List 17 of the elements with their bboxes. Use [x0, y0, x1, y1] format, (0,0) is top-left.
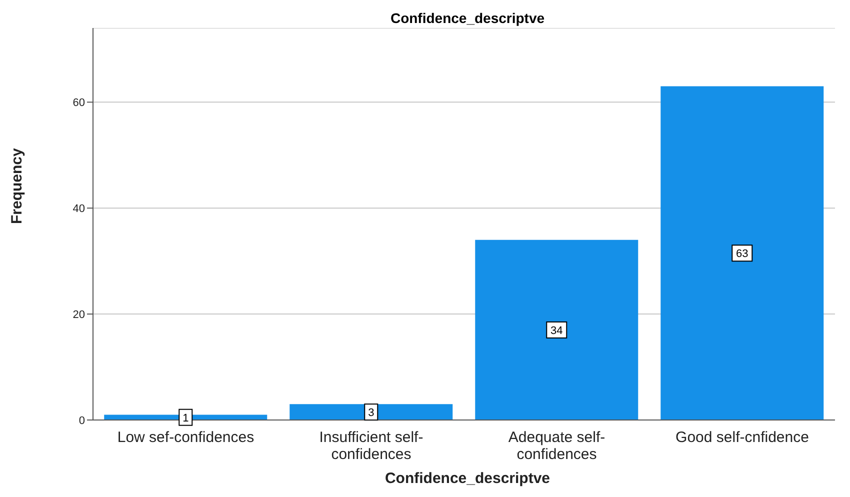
data-label: 3 — [368, 407, 374, 420]
x-tick-label: Adequate self-confidences — [508, 429, 606, 463]
bar — [660, 86, 824, 420]
data-label: 63 — [736, 248, 748, 260]
chart-title: Confidence_descriptve — [389, 9, 546, 28]
y-tick-label: 0 — [78, 414, 85, 427]
x-axis-title: Confidence_descriptve — [384, 470, 552, 487]
y-axis-title: Frequency — [8, 147, 26, 224]
x-tick-label: Low sef-confidences — [117, 429, 254, 446]
y-tick-label: 60 — [72, 97, 85, 110]
x-tick-label: Good self-cnfidence — [676, 429, 809, 446]
data-label: 34 — [550, 324, 563, 337]
x-tick-label: Insufficient self-confidences — [319, 429, 424, 463]
bar — [475, 240, 638, 420]
y-tick-label: 40 — [72, 203, 85, 216]
data-label: 1 — [182, 412, 189, 424]
y-tick-label: 20 — [72, 308, 85, 321]
